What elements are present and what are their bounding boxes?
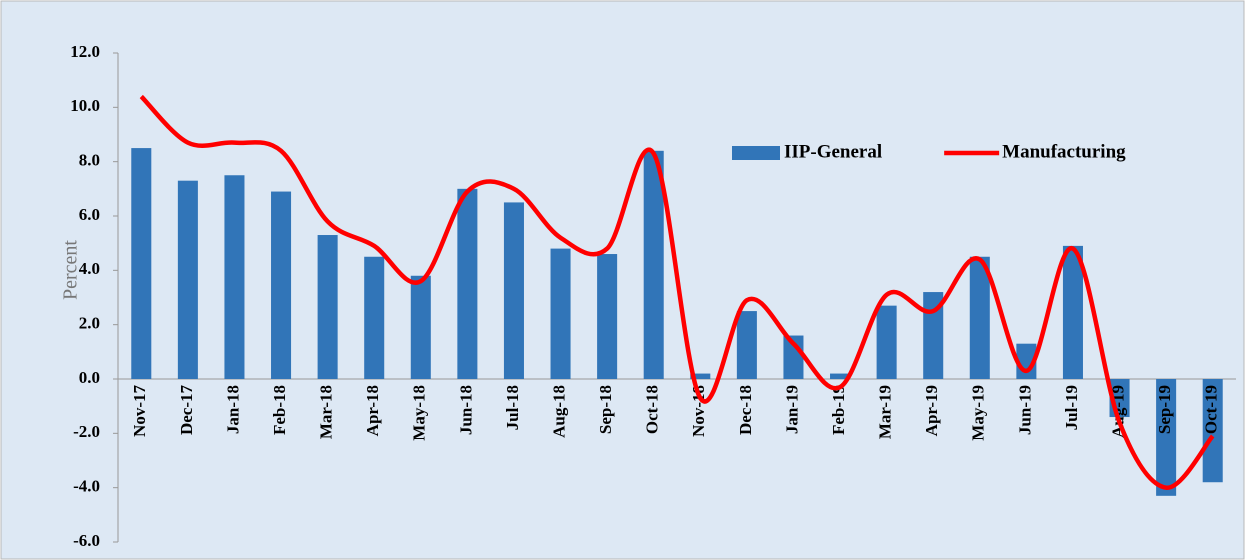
x-tick-label: Mar-19 bbox=[876, 385, 895, 439]
bar bbox=[224, 175, 245, 379]
bar bbox=[690, 373, 711, 379]
x-tick-label: Apr-18 bbox=[363, 385, 382, 436]
x-tick-label: Sep-18 bbox=[596, 385, 615, 434]
x-tick-label: Nov-17 bbox=[130, 385, 149, 437]
x-tick-label: Aug-18 bbox=[549, 385, 568, 438]
legend-swatch bbox=[732, 146, 780, 160]
x-tick-label: Dec-17 bbox=[177, 385, 196, 436]
legend-label: Manufacturing bbox=[1002, 141, 1126, 162]
y-axis-label: Percent bbox=[60, 240, 82, 300]
bar bbox=[177, 180, 198, 379]
bar bbox=[503, 202, 524, 379]
y-tick-label: 2.0 bbox=[79, 314, 100, 333]
x-tick-label: May-18 bbox=[410, 385, 429, 441]
x-tick-label: Apr-19 bbox=[922, 385, 941, 436]
legend-label: IIP-General bbox=[784, 141, 882, 162]
y-tick-label: 12.0 bbox=[70, 42, 100, 61]
bar bbox=[830, 373, 851, 379]
bar bbox=[1156, 379, 1177, 496]
line bbox=[139, 94, 1215, 490]
y-tick-label: 0.0 bbox=[79, 368, 100, 387]
x-tick-label: Jan-19 bbox=[782, 385, 801, 434]
x-tick-label: Mar-18 bbox=[317, 385, 336, 439]
bar bbox=[1062, 245, 1083, 379]
bar bbox=[1202, 379, 1223, 483]
y-tick-label: -2.0 bbox=[73, 422, 100, 441]
bar bbox=[550, 248, 571, 379]
bar bbox=[876, 305, 897, 379]
x-tick-label: May-19 bbox=[969, 385, 988, 441]
y-tick-label: -4.0 bbox=[73, 477, 100, 496]
x-tick-label: Oct-19 bbox=[1202, 385, 1221, 434]
bar bbox=[364, 256, 385, 379]
y-tick-label: 10.0 bbox=[70, 96, 100, 115]
x-tick-label: Feb-18 bbox=[270, 385, 289, 435]
y-tick-label: 4.0 bbox=[79, 259, 100, 278]
bar bbox=[969, 256, 990, 379]
x-tick-label: Feb-19 bbox=[829, 385, 848, 435]
x-tick-label: Jun-18 bbox=[456, 385, 475, 435]
x-tick-label: Jul-18 bbox=[503, 385, 522, 430]
y-tick-label: 8.0 bbox=[79, 151, 100, 170]
x-tick-label: Sep-19 bbox=[1155, 385, 1174, 434]
x-tick-label: Oct-18 bbox=[643, 385, 662, 434]
x-tick-label: Jul-19 bbox=[1062, 385, 1081, 430]
x-tick-label: Dec-18 bbox=[736, 385, 755, 435]
bar bbox=[131, 148, 152, 379]
bar bbox=[317, 235, 338, 379]
bar bbox=[736, 311, 757, 379]
bar bbox=[457, 188, 478, 379]
y-tick-label: -6.0 bbox=[73, 531, 100, 550]
y-tick-label: 6.0 bbox=[79, 205, 100, 224]
x-tick-label: Nov-18 bbox=[689, 385, 708, 437]
bar bbox=[271, 191, 292, 379]
bar bbox=[410, 275, 431, 379]
x-tick-label: Jan-18 bbox=[223, 385, 242, 434]
x-tick-label: Jun-19 bbox=[1015, 385, 1034, 435]
bar bbox=[597, 254, 618, 379]
bar bbox=[643, 150, 664, 379]
